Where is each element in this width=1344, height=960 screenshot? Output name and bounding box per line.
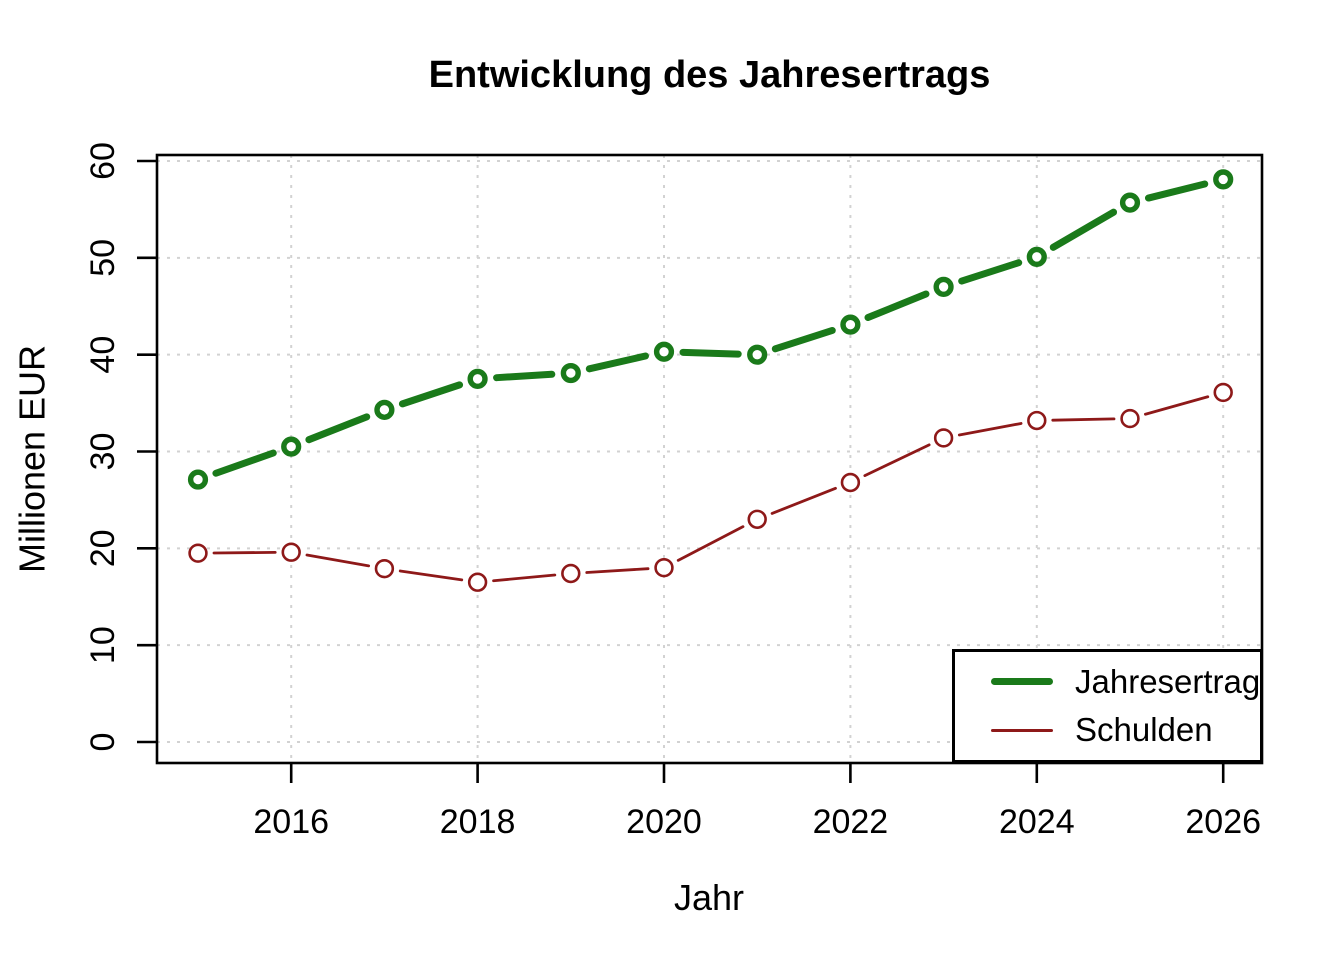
series-segment bbox=[305, 413, 371, 444]
data-point-marker bbox=[467, 368, 488, 389]
data-point-marker bbox=[933, 276, 954, 297]
legend: Jahresertrag Schulden bbox=[952, 649, 1263, 763]
x-tick-label: 2016 bbox=[253, 803, 329, 841]
data-point-marker bbox=[1213, 382, 1233, 403]
legend-line-schulden bbox=[991, 728, 1053, 732]
series-jahresertrag bbox=[187, 169, 1234, 490]
series-segment bbox=[1144, 395, 1210, 416]
series-segment bbox=[493, 370, 556, 382]
y-tick-label: 40 bbox=[84, 336, 122, 374]
x-tick-label: 2024 bbox=[999, 803, 1075, 841]
chart-title: Entwicklung des Jahresertrags bbox=[428, 54, 991, 96]
data-point-marker bbox=[747, 509, 767, 529]
series-segment bbox=[585, 567, 650, 574]
data-point-marker bbox=[467, 572, 488, 592]
data-point-marker bbox=[281, 542, 301, 562]
x-tick-label: 2018 bbox=[440, 803, 516, 841]
data-point-marker bbox=[374, 558, 395, 579]
data-point-marker bbox=[840, 314, 861, 335]
series-segment bbox=[770, 486, 837, 515]
data-point-marker bbox=[1120, 408, 1140, 429]
series-segment bbox=[957, 422, 1023, 437]
data-point-marker bbox=[1213, 169, 1234, 190]
plot-box bbox=[155, 153, 1264, 765]
series-segment bbox=[585, 352, 649, 373]
x-tick-label: 2026 bbox=[1185, 803, 1261, 841]
data-point-marker bbox=[747, 344, 768, 365]
series-segment bbox=[1051, 417, 1116, 422]
series-segment bbox=[1144, 180, 1209, 202]
data-point-marker bbox=[653, 341, 675, 362]
series-schulden bbox=[188, 382, 1233, 592]
data-point-marker bbox=[933, 428, 954, 448]
series-segment bbox=[1049, 208, 1118, 251]
data-point-marker bbox=[187, 469, 209, 490]
legend-line-jahresertrag bbox=[991, 678, 1053, 686]
data-point-marker bbox=[188, 543, 208, 563]
data-point-marker bbox=[281, 436, 302, 457]
y-tick-label: 50 bbox=[84, 239, 122, 277]
axis-ticks bbox=[137, 159, 1225, 783]
y-tick-label: 30 bbox=[84, 433, 122, 471]
x-tick-label: 2020 bbox=[626, 803, 702, 841]
series-segment bbox=[398, 569, 464, 582]
legend-label-jahresertrag: Jahresertrag bbox=[1075, 662, 1261, 700]
series-segment bbox=[212, 449, 277, 477]
legend-item-jahresertrag: Jahresertrag bbox=[991, 662, 1261, 700]
data-point-marker bbox=[561, 563, 581, 584]
series-segment bbox=[305, 553, 371, 568]
series-segment bbox=[676, 525, 745, 562]
data-point-marker bbox=[840, 472, 861, 493]
data-point-marker bbox=[1119, 192, 1141, 213]
data-point-marker bbox=[1026, 246, 1047, 267]
y-axis-label: Millionen EUR bbox=[12, 345, 53, 573]
series-segment bbox=[864, 290, 930, 322]
x-tick-label: 2022 bbox=[813, 803, 889, 841]
legend-label-schulden: Schulden bbox=[1075, 711, 1213, 748]
data-point-marker bbox=[374, 399, 395, 420]
axis-tick-labels: 2016 2018 2020 2022 2024 2026 0 10 20 30 40 50 60 bbox=[84, 142, 1261, 841]
y-tick-label: 0 bbox=[84, 733, 122, 752]
data-point-marker bbox=[1027, 410, 1047, 431]
series-segment bbox=[958, 259, 1023, 285]
series-segment bbox=[771, 326, 836, 353]
series-segment bbox=[398, 381, 464, 408]
x-axis-label: Jahr bbox=[674, 877, 744, 918]
y-tick-label: 20 bbox=[84, 529, 122, 567]
data-point-marker bbox=[654, 558, 674, 578]
y-tick-label: 10 bbox=[84, 626, 122, 664]
series-segment bbox=[492, 573, 557, 583]
legend-item-schulden: Schulden bbox=[991, 711, 1260, 748]
series-segment bbox=[212, 550, 277, 555]
series-segment bbox=[863, 443, 931, 477]
series-segment bbox=[679, 348, 742, 358]
y-tick-label: 60 bbox=[84, 142, 122, 180]
data-point-marker bbox=[560, 362, 581, 384]
